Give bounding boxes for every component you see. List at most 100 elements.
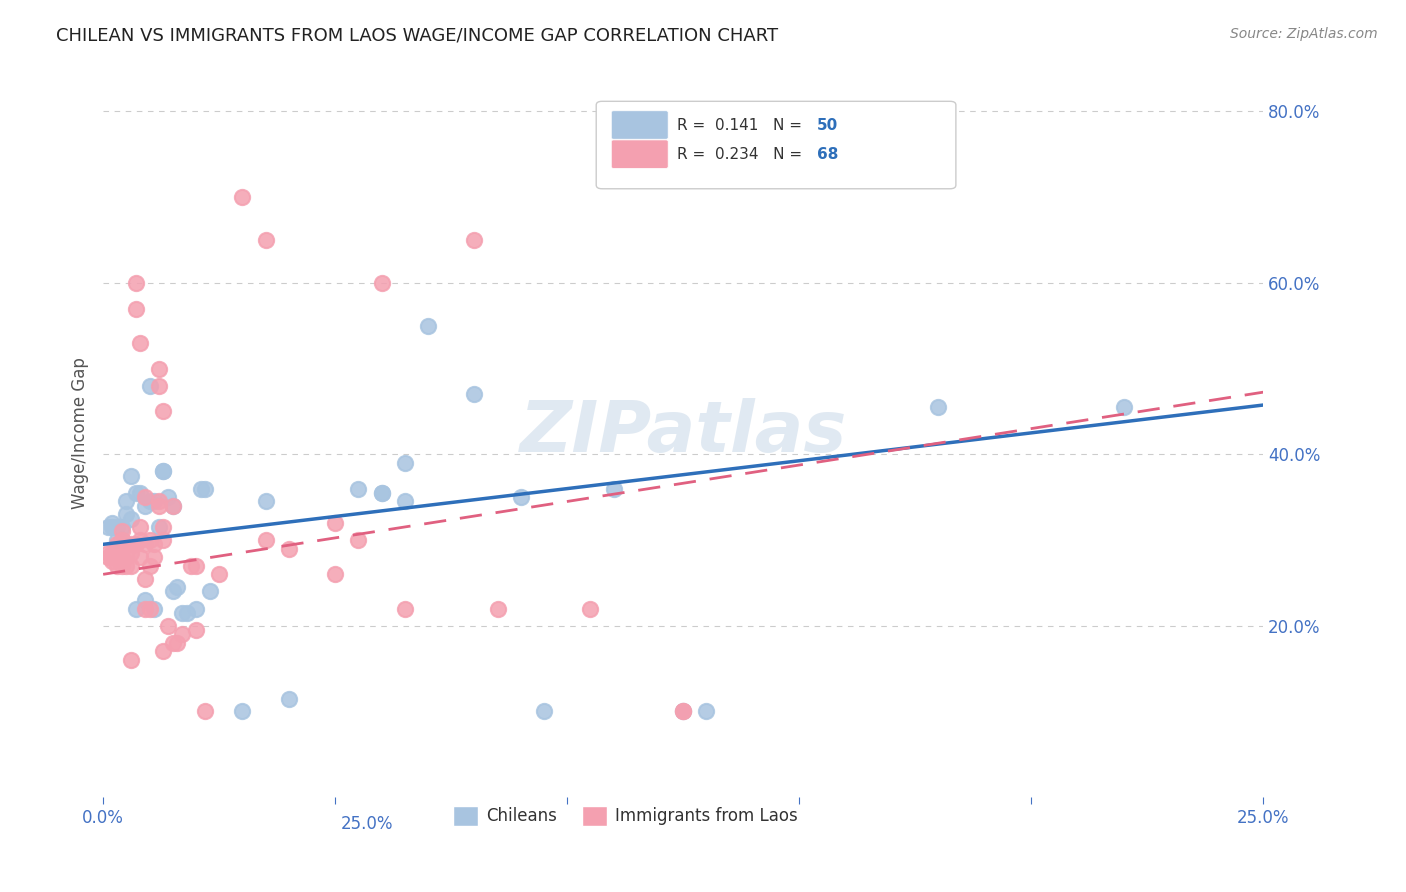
Point — [129, 550, 152, 565]
Point — [602, 482, 624, 496]
Point — [277, 541, 299, 556]
Point — [148, 361, 170, 376]
Point — [170, 606, 193, 620]
FancyBboxPatch shape — [612, 140, 668, 169]
Point — [152, 644, 174, 658]
Point — [101, 516, 124, 530]
Point — [101, 554, 124, 568]
Point — [124, 276, 146, 290]
Point — [672, 705, 695, 719]
Point — [180, 558, 202, 573]
Y-axis label: Wage/Income Gap: Wage/Income Gap — [72, 357, 89, 508]
Text: 25.0%: 25.0% — [340, 815, 394, 833]
Point — [927, 400, 949, 414]
Point — [198, 584, 221, 599]
Point — [463, 233, 485, 247]
Point — [138, 558, 160, 573]
Text: 68: 68 — [817, 147, 838, 162]
Point — [115, 537, 138, 551]
Point — [120, 468, 142, 483]
Point — [254, 494, 277, 508]
Point — [152, 465, 174, 479]
Point — [394, 601, 416, 615]
Point — [190, 482, 212, 496]
Point — [129, 486, 152, 500]
Point — [124, 486, 146, 500]
Text: R =  0.141   N =: R = 0.141 N = — [678, 118, 807, 133]
Point — [416, 318, 439, 333]
Point — [176, 606, 198, 620]
Point — [672, 705, 695, 719]
Point — [124, 537, 146, 551]
Point — [143, 601, 166, 615]
Point — [120, 653, 142, 667]
Point — [323, 516, 346, 530]
Point — [672, 705, 695, 719]
Point — [166, 636, 188, 650]
Point — [394, 494, 416, 508]
Point — [370, 486, 392, 500]
Point — [231, 190, 253, 204]
Point — [105, 537, 128, 551]
Point — [111, 533, 134, 547]
Point — [97, 520, 120, 534]
Point — [157, 490, 180, 504]
Point — [134, 593, 156, 607]
Point — [143, 494, 166, 508]
Point — [134, 601, 156, 615]
Point — [208, 567, 231, 582]
Point — [120, 511, 142, 525]
Point — [148, 520, 170, 534]
Point — [120, 558, 142, 573]
Point — [115, 494, 138, 508]
Point — [101, 546, 124, 560]
Text: R =  0.234   N =: R = 0.234 N = — [678, 147, 807, 162]
Point — [111, 533, 134, 547]
Text: Source: ZipAtlas.com: Source: ZipAtlas.com — [1230, 27, 1378, 41]
Text: ZIPatlas: ZIPatlas — [520, 399, 846, 467]
Point — [134, 490, 156, 504]
Point — [129, 533, 152, 547]
Point — [166, 580, 188, 594]
Point — [194, 482, 217, 496]
Point — [184, 601, 207, 615]
Point — [124, 301, 146, 316]
Point — [347, 533, 370, 547]
Point — [105, 558, 128, 573]
Point — [105, 520, 128, 534]
Point — [105, 550, 128, 565]
Point — [97, 550, 120, 565]
Legend: Chileans, Immigrants from Laos: Chileans, Immigrants from Laos — [446, 799, 804, 832]
Point — [148, 499, 170, 513]
Point — [143, 550, 166, 565]
Point — [194, 705, 217, 719]
Point — [394, 456, 416, 470]
Point — [162, 584, 184, 599]
Point — [184, 558, 207, 573]
Point — [105, 533, 128, 547]
Point — [111, 550, 134, 565]
Text: 50: 50 — [817, 118, 838, 133]
Point — [162, 636, 184, 650]
Point — [138, 378, 160, 392]
Point — [254, 233, 277, 247]
Point — [134, 572, 156, 586]
Point — [115, 550, 138, 565]
Point — [370, 486, 392, 500]
Point — [129, 335, 152, 350]
Point — [138, 533, 160, 547]
Point — [370, 276, 392, 290]
Point — [509, 490, 531, 504]
Text: CHILEAN VS IMMIGRANTS FROM LAOS WAGE/INCOME GAP CORRELATION CHART: CHILEAN VS IMMIGRANTS FROM LAOS WAGE/INC… — [56, 27, 779, 45]
Point — [170, 627, 193, 641]
Point — [97, 546, 120, 560]
Point — [143, 537, 166, 551]
FancyBboxPatch shape — [612, 111, 668, 139]
Point — [115, 558, 138, 573]
Point — [231, 705, 253, 719]
Point — [111, 524, 134, 539]
Point — [184, 623, 207, 637]
Point — [695, 705, 717, 719]
Point — [138, 494, 160, 508]
Point — [347, 482, 370, 496]
